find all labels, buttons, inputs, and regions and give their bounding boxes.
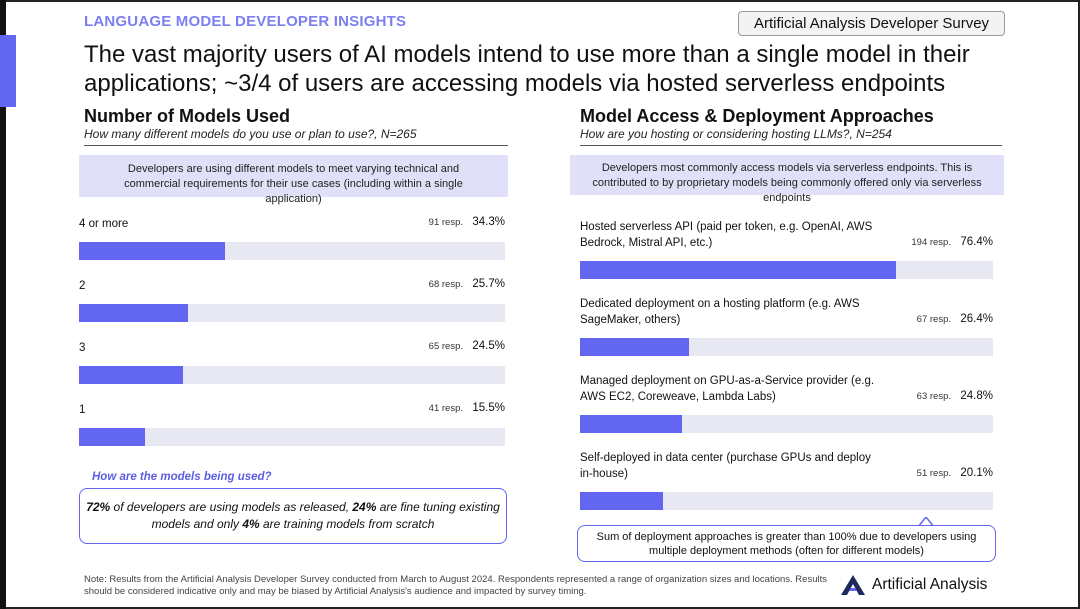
- bar: [79, 304, 189, 322]
- left-section-rule: [84, 145, 508, 146]
- bar-track: [79, 428, 505, 446]
- usage-question: How are the models being used?: [92, 471, 272, 483]
- bar-category-label: 1: [79, 404, 86, 416]
- deployment-note: Sum of deployment approaches is greater …: [577, 525, 996, 562]
- bar-category-label: Managed deployment on GPU-as-a-Service p…: [580, 375, 875, 403]
- bar-value-label: 24.5%: [472, 340, 505, 352]
- bar-value-label: 26.4%: [960, 313, 993, 325]
- bar-response-count: 41 resp.: [428, 403, 463, 414]
- bar-category-label: 4 or more: [79, 218, 129, 230]
- bar: [580, 492, 663, 510]
- bar-response-count: 65 resp.: [428, 341, 463, 352]
- bar-category-label: Self-deployed in data center (purchase G…: [580, 452, 871, 480]
- artificial-analysis-logo-icon: [841, 575, 865, 595]
- bar-response-count: 68 resp.: [428, 279, 463, 290]
- usage-stat: 4%: [242, 517, 260, 531]
- frame-top: [0, 0, 1080, 2]
- bar-value-label: 34.3%: [472, 216, 505, 228]
- survey-badge: Artificial Analysis Developer Survey: [738, 11, 1005, 36]
- bar-category-label: Hosted serverless API (paid per token, e…: [580, 221, 873, 249]
- bar-track: [580, 415, 993, 433]
- bar: [79, 242, 226, 260]
- bar-category-label: 2: [79, 280, 86, 292]
- eyebrow-title: LANGUAGE MODEL DEVELOPER INSIGHTS: [84, 13, 407, 30]
- bar-category-label: 3: [79, 342, 86, 354]
- bar-track: [580, 338, 993, 356]
- bar-value-label: 76.4%: [960, 236, 993, 248]
- bar-value-label: 20.1%: [960, 467, 993, 479]
- frame-right: [1078, 0, 1080, 609]
- bar-track: [79, 304, 505, 322]
- bar-response-count: 51 resp.: [916, 468, 951, 479]
- bar: [79, 428, 146, 446]
- bar-category-label: Dedicated deployment on a hosting platfo…: [580, 298, 860, 326]
- left-section-subtitle: How many different models do you use or …: [84, 127, 417, 141]
- right-section-subtitle: How are you hosting or considering hosti…: [580, 127, 892, 141]
- note-pointer: [918, 517, 934, 527]
- bar-track: [79, 242, 505, 260]
- accent-bar: [0, 35, 16, 107]
- right-section-title: Model Access & Deployment Approaches: [580, 106, 934, 126]
- bar-value-label: 25.7%: [472, 278, 505, 290]
- usage-text: are training models from scratch: [259, 517, 435, 531]
- usage-summary-box: 72% of developers are using models as re…: [79, 488, 507, 544]
- bar-value-label: 24.8%: [960, 390, 993, 402]
- page-headline: The vast majority users of AI models int…: [84, 41, 970, 97]
- bar-track: [580, 492, 993, 510]
- left-callout: Developers are using different models to…: [79, 155, 508, 205]
- usage-text: are fine tuning existing models and only: [151, 500, 500, 531]
- footnote: Note: Results from the Artificial Analys…: [84, 574, 827, 597]
- usage-text: of developers are using models as releas…: [110, 500, 353, 514]
- bar-track: [79, 366, 505, 384]
- brand-name: Artificial Analysis: [872, 576, 988, 593]
- usage-stat: 72%: [86, 500, 111, 514]
- brand: Artificial Analysis: [840, 572, 987, 598]
- frame-bottom: [0, 607, 1080, 609]
- bar-response-count: 63 resp.: [916, 391, 951, 402]
- right-section-rule: [580, 145, 1002, 146]
- right-callout: Developers most commonly access models v…: [570, 155, 1004, 204]
- bar-response-count: 91 resp.: [428, 217, 463, 228]
- frame-left: [0, 0, 6, 609]
- left-section-title: Number of Models Used: [84, 106, 291, 126]
- bar: [580, 415, 683, 433]
- bar-response-count: 194 resp.: [911, 237, 951, 248]
- bar: [79, 366, 184, 384]
- bar-track: [580, 261, 993, 279]
- bar-value-label: 15.5%: [472, 402, 505, 414]
- bar: [580, 338, 690, 356]
- bar: [580, 261, 896, 279]
- usage-stat: 24%: [352, 500, 377, 514]
- bar-response-count: 67 resp.: [916, 314, 951, 325]
